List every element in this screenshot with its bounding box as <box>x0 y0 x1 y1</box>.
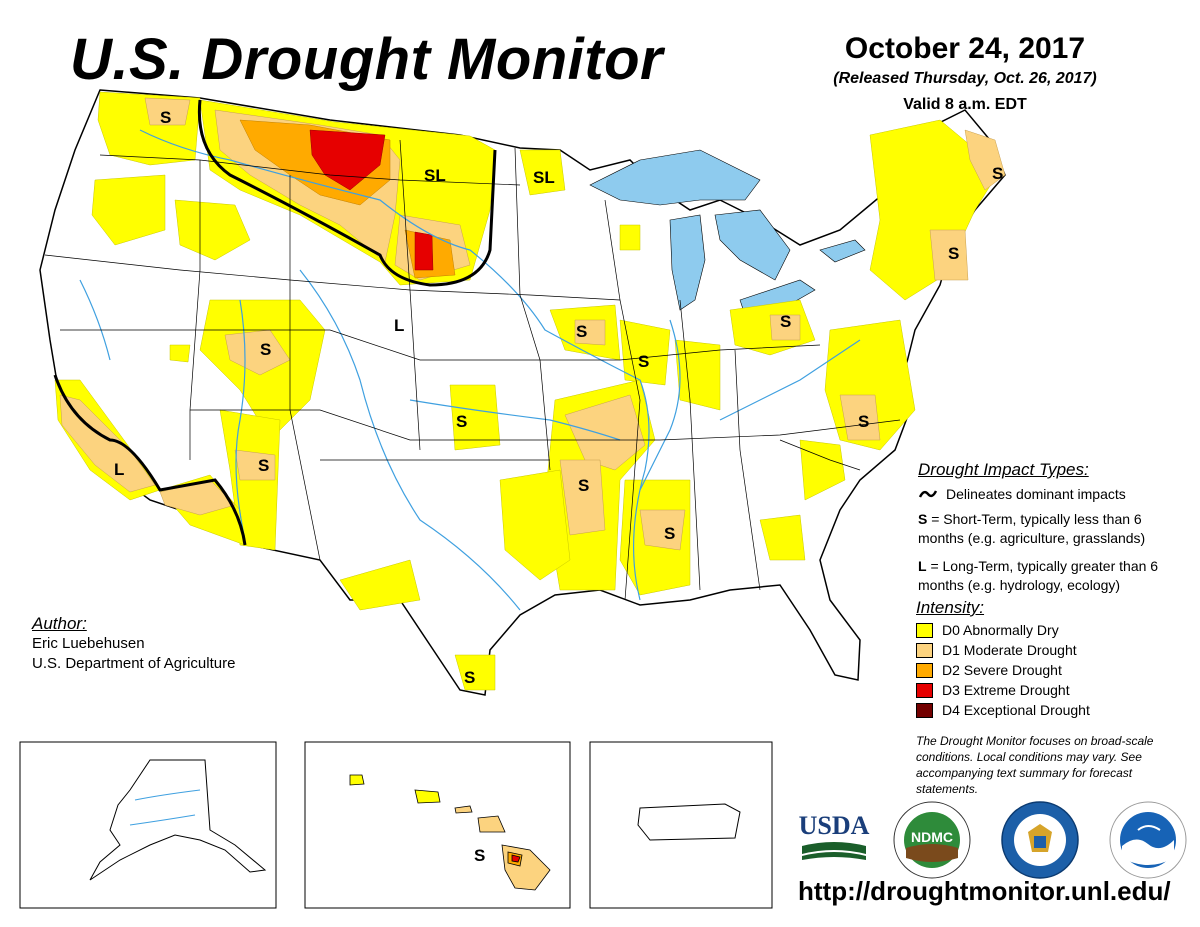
label-s-north-carolina: S <box>858 412 870 431</box>
label-s-arizona: S <box>258 456 270 475</box>
legend-row-d0: D0 Abnormally Dry <box>916 620 1186 640</box>
short-term-key: S <box>918 511 928 527</box>
delineation-label: Delineates dominant impacts <box>946 486 1126 502</box>
long-term-key: L <box>918 558 927 574</box>
label-s-arkansas: S <box>578 476 590 495</box>
impact-lines <box>53 99 497 546</box>
alaska-shape <box>89 759 267 881</box>
hawaii-islands <box>349 774 551 891</box>
label-s-washington: S <box>160 108 172 127</box>
label-s-texas: S <box>464 668 476 687</box>
ndmc-logo: NDMC <box>893 801 971 879</box>
label-s-illinois: S <box>638 352 650 371</box>
legend-label-d0: D0 Abnormally Dry <box>942 622 1059 638</box>
author-org: U.S. Department of Agriculture <box>32 655 236 672</box>
map-title: U.S. Drought Monitor <box>70 27 664 92</box>
long-term-legend: L = Long-Term, typically greater than 6 … <box>918 557 1188 595</box>
short-term-legend: S = Short-Term, typically less than 6 mo… <box>918 510 1188 548</box>
label-s-hawaii: S <box>474 846 486 865</box>
great-lakes <box>589 149 866 316</box>
label-s-ohio: S <box>780 312 792 331</box>
author-block: Author: Eric Luebehusen U.S. Department … <box>32 614 235 674</box>
swatch-d2 <box>916 662 933 678</box>
valid-time: Valid 8 a.m. EDT <box>903 96 1027 113</box>
usda-logo: USDA <box>799 811 870 860</box>
website-link[interactable]: http://droughtmonitor.unl.edu/ <box>798 876 1171 906</box>
label-s-mississippi: S <box>664 524 676 543</box>
intensity-heading: Intensity: <box>916 598 985 617</box>
delineation-legend-row: Delineates dominant impacts <box>918 486 1188 502</box>
label-s-kansas: S <box>456 412 468 431</box>
swatch-d4 <box>916 702 933 718</box>
legend-label-d4: D4 Exceptional Drought <box>942 702 1090 718</box>
label-l-wyoming: L <box>394 316 405 335</box>
legend-label-d1: D1 Moderate Drought <box>942 642 1077 658</box>
disclaimer-note: The Drought Monitor focuses on broad-sca… <box>916 734 1154 796</box>
label-l-california: L <box>114 460 125 479</box>
legend-row-d1: D1 Moderate Drought <box>916 640 1186 660</box>
legend-row-d4: D4 Exceptional Drought <box>916 700 1186 720</box>
swatch-d1 <box>916 642 933 658</box>
swatch-d0 <box>916 622 933 638</box>
map-date: October 24, 2017 <box>844 32 1086 65</box>
legend-label-d3: D3 Extreme Drought <box>942 682 1070 698</box>
ndmc-logo-text: NDMC <box>911 829 953 845</box>
author-name: Eric Luebehusen <box>32 635 145 652</box>
usda-logo-text: USDA <box>799 811 870 840</box>
swatch-d3 <box>916 682 933 698</box>
intensity-legend: Intensity: D0 Abnormally Dry D1 Moderate… <box>916 598 1186 720</box>
commerce-seal <box>1001 801 1079 879</box>
impact-types-heading: Drought Impact Types: <box>918 460 1089 479</box>
legend-row-d3: D3 Extreme Drought <box>916 680 1186 700</box>
label-sl-north-dakota: SL <box>424 166 446 185</box>
rivers <box>79 129 861 611</box>
label-s-iowa: S <box>576 322 588 341</box>
label-sl-minnesota: SL <box>533 168 555 187</box>
impact-types-legend: Drought Impact Types: Delineates dominan… <box>918 460 1188 604</box>
short-term-text: = Short-Term, typically less than 6 mont… <box>918 511 1146 546</box>
label-s-massachusetts: S <box>948 244 960 263</box>
long-term-text: = Long-Term, typically greater than 6 mo… <box>918 558 1159 593</box>
state-borders <box>44 139 901 601</box>
legend-label-d2: D2 Severe Drought <box>942 662 1062 678</box>
puerto-rico-shape <box>637 803 741 841</box>
label-s-utah: S <box>260 340 272 359</box>
author-heading: Author: <box>32 614 87 633</box>
alaska-rivers <box>129 789 201 826</box>
noaa-logo <box>1109 801 1187 879</box>
delineation-line-icon <box>918 490 938 498</box>
legend-row-d2: D2 Severe Drought <box>916 660 1186 680</box>
release-date: (Released Thursday, Oct. 26, 2017) <box>833 70 1097 87</box>
label-s-maine: S <box>992 164 1004 183</box>
